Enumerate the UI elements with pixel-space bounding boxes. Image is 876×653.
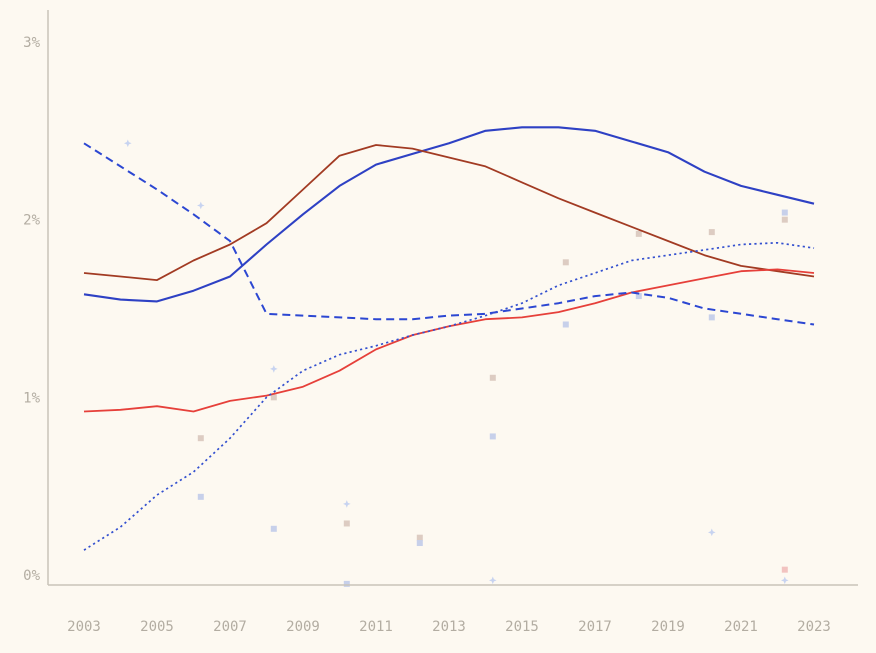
y-tick-label: 0% bbox=[23, 568, 40, 584]
x-tick-label: 2023 bbox=[797, 619, 831, 635]
x-tick-label: 2015 bbox=[505, 619, 539, 635]
faint-light-blue-stars-marker bbox=[343, 500, 351, 508]
faint-tan-squares-marker bbox=[270, 394, 277, 401]
series-dark-red-solid-line bbox=[83, 144, 815, 282]
faint-pink-squares-marker bbox=[781, 566, 788, 573]
faint-light-blue-squares-marker bbox=[489, 433, 496, 440]
faint-light-blue-squares-marker bbox=[781, 209, 788, 216]
x-tick-label: 2017 bbox=[578, 619, 612, 635]
faint-tan-squares-marker bbox=[562, 259, 569, 266]
x-tick-label: 2003 bbox=[67, 619, 101, 635]
x-tick-label: 2019 bbox=[651, 619, 685, 635]
faint-light-blue-squares-marker bbox=[635, 293, 642, 300]
y-tick-label: 2% bbox=[23, 213, 40, 229]
faint-tan-squares-marker bbox=[197, 435, 204, 442]
faint-tan-squares-marker bbox=[343, 520, 350, 527]
faint-light-blue-squares-marker bbox=[343, 580, 350, 587]
faint-tan-squares-marker bbox=[489, 374, 496, 381]
faint-light-blue-squares-marker bbox=[562, 321, 569, 328]
x-tick-label: 2007 bbox=[213, 619, 247, 635]
series-blue-solid-line bbox=[83, 126, 815, 303]
faint-light-blue-stars-marker bbox=[197, 201, 205, 210]
faint-light-blue-stars-marker bbox=[489, 576, 497, 585]
faint-light-blue-stars-marker bbox=[270, 365, 278, 373]
faint-tan-squares-marker bbox=[416, 534, 423, 541]
x-tick-label: 2009 bbox=[286, 619, 320, 635]
faint-tan-squares-marker bbox=[708, 229, 715, 236]
x-tick-label: 2005 bbox=[140, 619, 174, 635]
faint-tan-squares-marker bbox=[781, 216, 788, 223]
y-tick-label: 1% bbox=[23, 390, 40, 406]
series-blue-dotted-line bbox=[83, 241, 815, 551]
faint-light-blue-squares-marker bbox=[197, 493, 204, 500]
x-tick-label: 2021 bbox=[724, 619, 758, 635]
x-tick-label: 2011 bbox=[359, 619, 393, 635]
faint-light-blue-squares-marker bbox=[708, 314, 715, 321]
faint-light-blue-stars-marker bbox=[781, 576, 789, 585]
faint-tan-squares-marker bbox=[635, 230, 642, 237]
series-blue-dashed-line bbox=[83, 142, 815, 326]
faint-light-blue-squares-marker bbox=[270, 525, 277, 532]
x-tick-label: 2013 bbox=[432, 619, 466, 635]
faint-light-blue-stars-marker bbox=[124, 139, 132, 148]
faint-light-blue-squares-marker bbox=[416, 540, 423, 547]
y-tick-label: 3% bbox=[23, 35, 40, 51]
faint-light-blue-stars-marker bbox=[708, 528, 716, 537]
